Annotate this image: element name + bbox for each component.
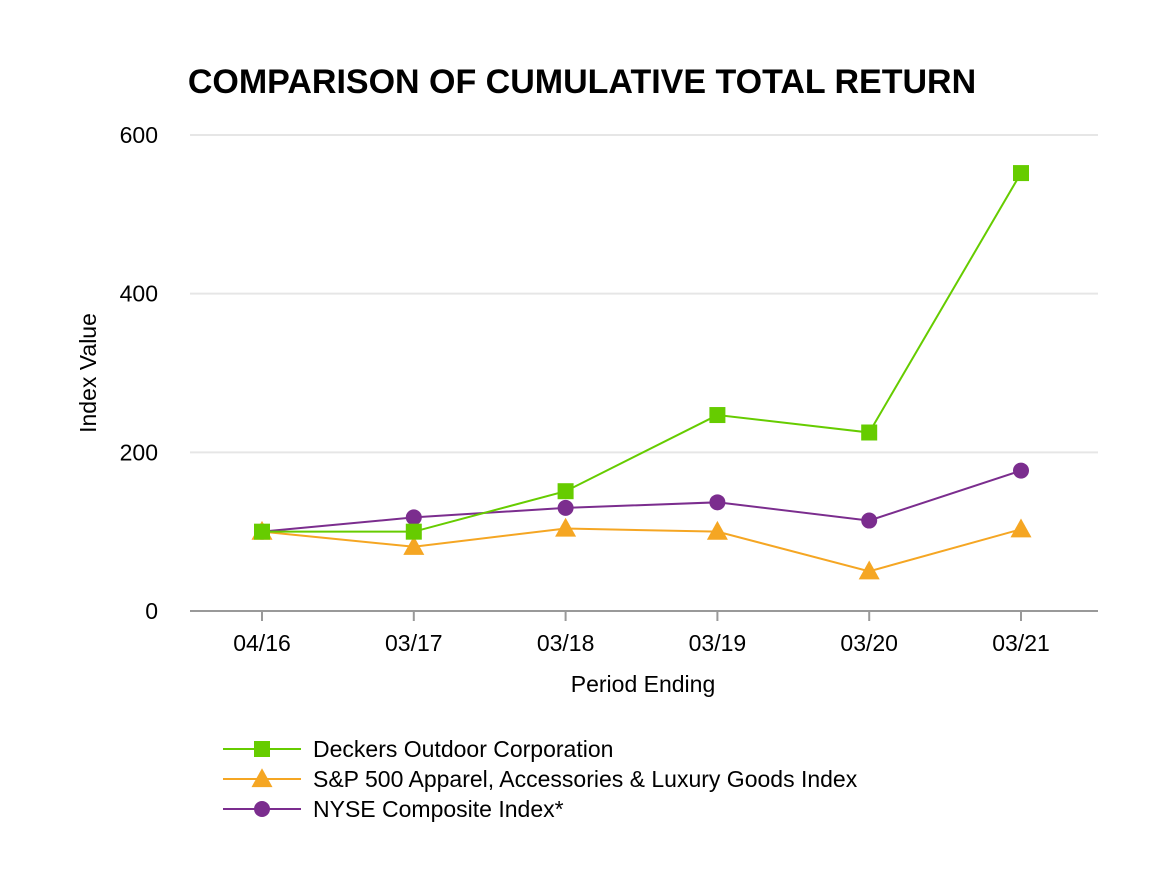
y-tick-label: 0 xyxy=(145,598,158,624)
data-point-square xyxy=(405,523,422,540)
x-tick-label: 03/17 xyxy=(385,630,443,656)
gridlines xyxy=(190,134,1098,454)
data-point-square xyxy=(254,523,270,540)
x-axis-ticks: 04/16 03/17 03/18 03/19 03/20 03/21 xyxy=(233,611,1050,656)
data-point-circle xyxy=(557,499,574,516)
y-axis-label: Index Value xyxy=(75,313,101,433)
x-tick-label: 04/16 xyxy=(233,630,291,656)
legend-label: NYSE Composite Index* xyxy=(313,796,564,822)
legend-marker-square xyxy=(254,741,270,757)
data-point-triangle xyxy=(706,520,728,540)
data-point-square xyxy=(709,407,726,424)
legend-item: S&P 500 Apparel, Accessories & Luxury Go… xyxy=(223,766,858,792)
data-point-square xyxy=(861,424,878,441)
x-tick-label: 03/21 xyxy=(992,630,1050,656)
y-tick-label: 200 xyxy=(120,439,158,465)
data-point-triangle xyxy=(1010,518,1032,538)
x-axis-label: Period Ending xyxy=(571,671,716,697)
data-point-circle xyxy=(861,512,878,529)
data-point-circle xyxy=(1013,462,1029,479)
data-point-circle xyxy=(405,509,422,526)
x-tick-label: 03/19 xyxy=(689,630,747,656)
chart-title: COMPARISON OF CUMULATIVE TOTAL RETURN xyxy=(188,63,976,101)
y-axis-ticks: 0 200 400 600 xyxy=(120,122,158,624)
series-group xyxy=(251,165,1032,580)
data-point-square xyxy=(557,483,574,500)
data-point-triangle xyxy=(858,560,880,580)
x-tick-label: 03/20 xyxy=(840,630,898,656)
series-line xyxy=(261,469,1022,533)
data-point-triangle xyxy=(403,535,425,555)
series-line xyxy=(261,527,1022,573)
data-point-triangle xyxy=(555,517,577,537)
series-line xyxy=(262,172,1022,533)
legend-item: Deckers Outdoor Corporation xyxy=(223,736,613,762)
y-tick-label: 400 xyxy=(120,281,158,307)
legend: Deckers Outdoor Corporation S&P 500 Appar… xyxy=(223,736,858,822)
legend-item: NYSE Composite Index* xyxy=(223,796,564,822)
series-nyse-composite-index xyxy=(254,462,1029,540)
y-tick-label: 600 xyxy=(120,122,158,148)
data-point-circle xyxy=(709,494,726,511)
series-s-p-500-apparel-accessories-luxury-goods-index xyxy=(251,517,1032,580)
data-point-square xyxy=(1013,165,1029,182)
legend-marker-circle xyxy=(254,801,270,817)
legend-label: S&P 500 Apparel, Accessories & Luxury Go… xyxy=(313,766,858,792)
legend-marker-triangle xyxy=(251,768,273,788)
x-tick-label: 03/18 xyxy=(537,630,595,656)
legend-label: Deckers Outdoor Corporation xyxy=(313,736,613,762)
series-deckers-outdoor-corporation xyxy=(254,165,1029,540)
